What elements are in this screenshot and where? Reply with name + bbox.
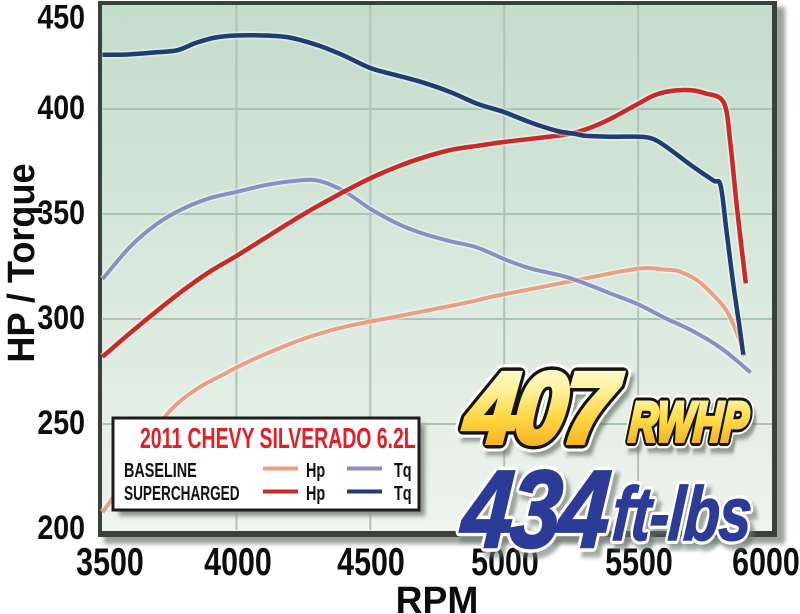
svg-text:ft-lbs: ft-lbs: [610, 473, 754, 557]
svg-text:407: 407: [465, 361, 630, 471]
svg-text:Tq: Tq: [394, 482, 412, 505]
svg-text:ft-lbs: ft-lbs: [610, 473, 754, 557]
svg-text:RWHP: RWHP: [627, 391, 751, 453]
svg-text:BASELINE: BASELINE: [124, 459, 197, 482]
svg-text:434: 434: [461, 454, 618, 577]
svg-text:4000: 4000: [204, 540, 272, 583]
svg-text:Hp: Hp: [306, 482, 325, 505]
svg-text:RPM: RPM: [396, 579, 479, 614]
svg-text:RWHP: RWHP: [627, 391, 751, 453]
svg-text:407: 407: [460, 354, 625, 464]
svg-text:434: 434: [456, 448, 613, 571]
svg-text:RWHP: RWHP: [631, 398, 755, 460]
svg-text:200: 200: [37, 509, 85, 547]
svg-text:407: 407: [460, 354, 625, 464]
svg-text:5000: 5000: [471, 540, 539, 583]
svg-text:4500: 4500: [337, 540, 405, 583]
svg-text:434: 434: [456, 448, 613, 571]
svg-text:Hp: Hp: [306, 459, 325, 482]
svg-text:SUPERCHARGED: SUPERCHARGED: [124, 482, 240, 504]
svg-text:2011 CHEVY SILVERADO 6.2L: 2011 CHEVY SILVERADO 6.2L: [140, 423, 416, 455]
svg-text:Tq: Tq: [394, 459, 412, 482]
svg-text:407: 407: [460, 354, 625, 464]
svg-text:300: 300: [37, 299, 85, 337]
svg-text:450: 450: [37, 0, 85, 36]
svg-text:350: 350: [37, 194, 85, 232]
svg-text:400: 400: [37, 89, 85, 127]
svg-text:5500: 5500: [605, 540, 673, 583]
svg-text:3500: 3500: [76, 540, 144, 583]
svg-text:HP / Torque: HP / Torque: [0, 163, 42, 362]
svg-text:RWHP: RWHP: [627, 391, 751, 453]
svg-text:250: 250: [37, 404, 85, 442]
svg-text:6000: 6000: [732, 540, 800, 583]
svg-text:ft-lbs: ft-lbs: [614, 479, 758, 563]
